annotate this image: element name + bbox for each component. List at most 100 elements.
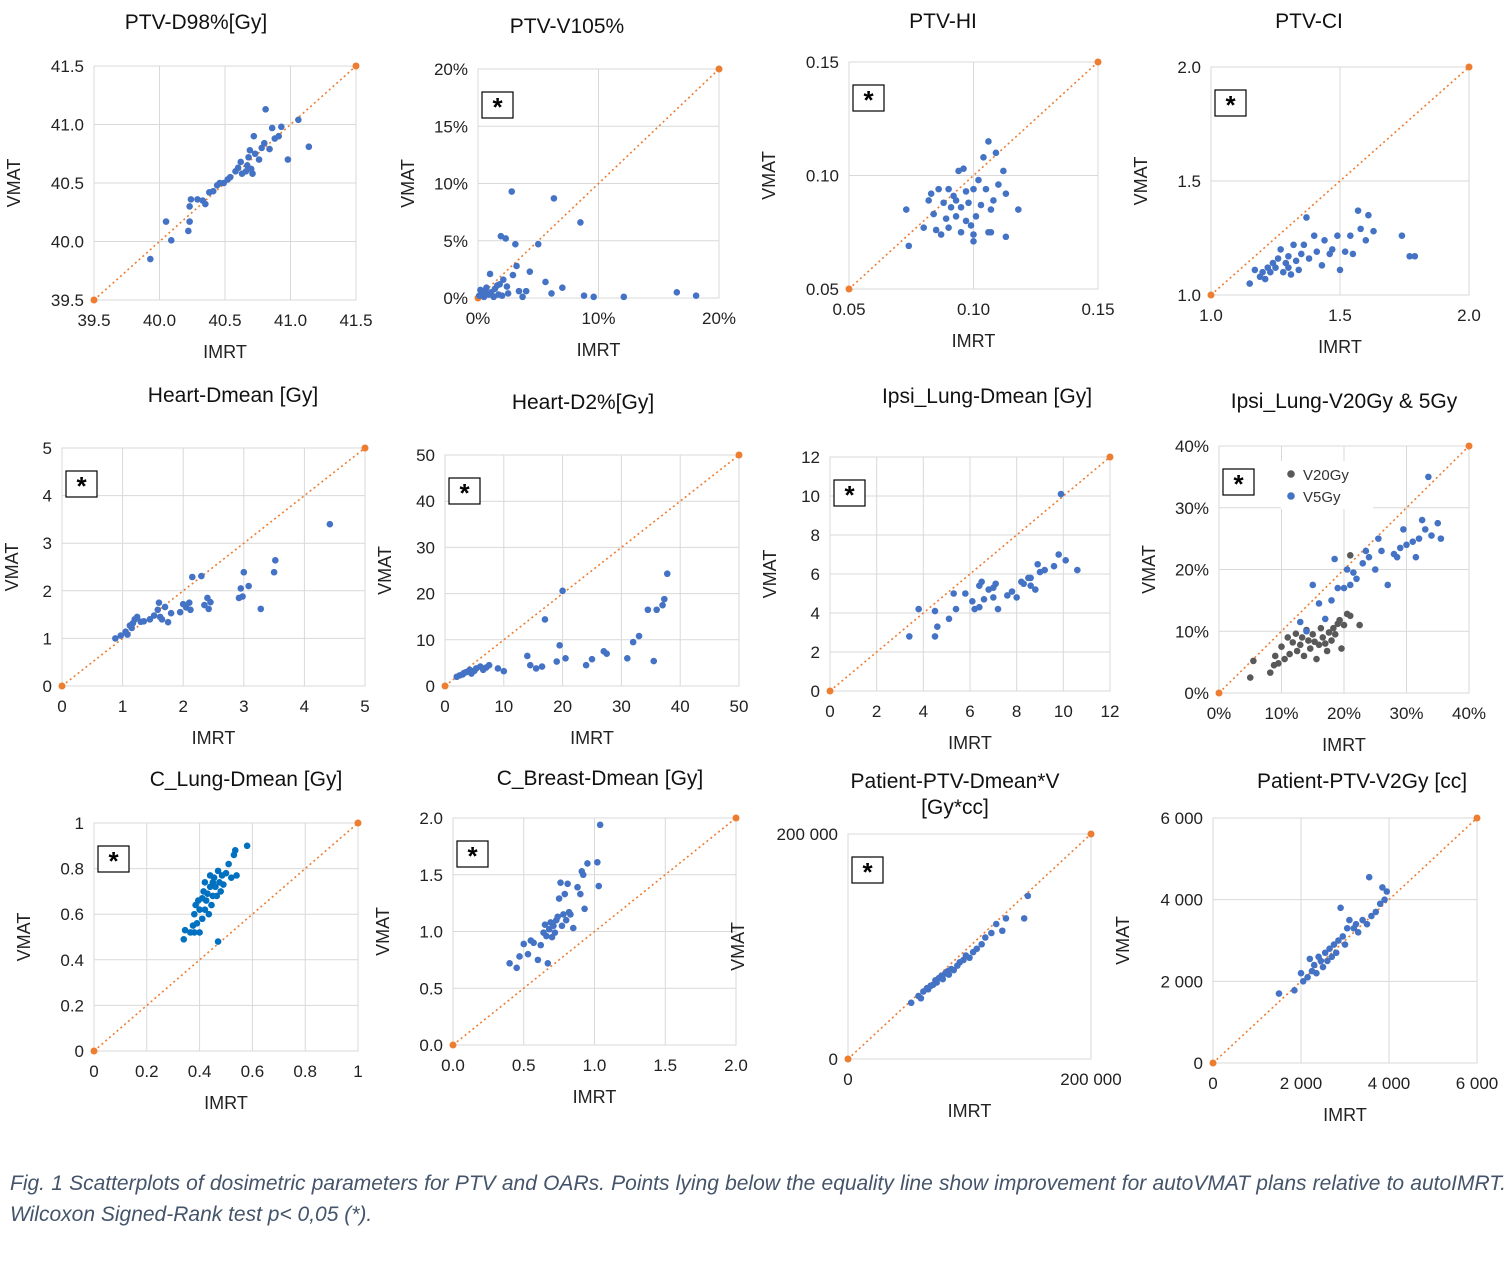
data-point	[164, 618, 172, 626]
identity-line	[477, 68, 720, 299]
data-point	[193, 920, 201, 927]
chart-title: Patient-PTV-V2Gy [cc]	[1256, 770, 1468, 793]
data-point	[1313, 969, 1320, 977]
data-point	[1371, 566, 1379, 573]
data-point	[486, 270, 494, 278]
chart-title: Patient-PTV-Dmean*V [Gy*cc]	[850, 770, 1060, 819]
data-point	[629, 638, 637, 646]
y-tick-label: 4 000	[1160, 891, 1203, 910]
data-point	[976, 603, 983, 611]
data-point	[551, 929, 559, 936]
data-point	[1343, 924, 1351, 932]
significance-marker: *	[108, 846, 119, 876]
x-tick-label: 0.4	[188, 1062, 212, 1081]
data-point	[973, 945, 981, 953]
data-point	[950, 966, 958, 974]
y-tick-label: 4	[811, 604, 820, 623]
data-point	[212, 883, 219, 891]
data-point	[1321, 236, 1328, 244]
x-tick-label: 0	[57, 697, 66, 716]
data-point	[181, 926, 189, 934]
data-point	[295, 116, 302, 124]
y-axis-label: VMAT	[373, 907, 393, 956]
data-point	[692, 292, 700, 300]
data-point	[198, 572, 205, 580]
data-point	[945, 224, 952, 232]
data-point	[1347, 232, 1354, 240]
legend-label: V5Gy	[1303, 489, 1341, 506]
data-point	[1057, 490, 1065, 498]
data-point	[222, 869, 230, 877]
chart-title: PTV-D98%[Gy]	[124, 11, 268, 34]
data-point	[902, 206, 910, 213]
x-tick-label: 10%	[581, 309, 615, 328]
data-point	[234, 164, 242, 172]
data-point	[532, 665, 540, 672]
data-point	[1384, 581, 1392, 589]
y-tick-label: 12	[801, 448, 820, 467]
x-tick-label: 0	[1208, 1074, 1217, 1093]
data-point	[987, 228, 995, 236]
x-axis-label: IMRT	[1318, 337, 1362, 357]
data-point	[561, 890, 569, 898]
y-tick-label: 30%	[1175, 499, 1209, 518]
data-point	[962, 188, 970, 195]
data-point	[960, 165, 967, 172]
data-point	[1279, 268, 1287, 276]
y-axis-label: VMAT	[1113, 916, 1133, 965]
significance-marker: *	[863, 85, 874, 115]
data-point	[272, 557, 279, 564]
x-tick-label: 0.2	[135, 1062, 159, 1081]
x-tick-label: 41.0	[274, 311, 307, 330]
identity-line	[61, 447, 366, 687]
data-point	[1340, 584, 1348, 592]
data-point	[520, 940, 528, 948]
data-point	[217, 888, 225, 895]
data-point	[1293, 647, 1301, 655]
y-tick-label: 0.2	[60, 996, 84, 1015]
data-point	[226, 173, 234, 181]
data-point	[204, 890, 211, 897]
data-point	[483, 284, 490, 291]
data-point	[995, 181, 1002, 188]
data-point	[1267, 268, 1274, 276]
y-tick-label: 0.0	[419, 1036, 443, 1055]
data-point	[554, 913, 562, 921]
y-tick-label: 0.5	[419, 979, 443, 998]
data-point	[556, 642, 563, 649]
data-point	[1325, 629, 1333, 636]
x-tick-label: 1	[353, 1062, 362, 1081]
data-point	[932, 226, 940, 234]
x-tick-label: 200 000	[1060, 1070, 1121, 1089]
data-point	[955, 167, 962, 175]
data-point	[220, 881, 227, 888]
data-point	[504, 290, 512, 297]
data-point	[1000, 167, 1007, 175]
data-point	[952, 197, 960, 204]
data-point	[905, 242, 913, 250]
x-tick-label: 2	[872, 702, 881, 721]
y-axis-label: VMAT	[1131, 157, 1151, 206]
identity-endpoint	[1209, 1059, 1217, 1067]
data-point	[925, 197, 932, 204]
data-point	[534, 240, 542, 248]
data-point	[935, 185, 942, 193]
data-point	[557, 879, 564, 886]
data-point	[1338, 645, 1345, 652]
data-point	[1354, 207, 1362, 214]
data-point	[255, 156, 263, 163]
data-point	[1285, 264, 1292, 271]
data-point	[603, 650, 610, 657]
significance-box	[97, 845, 130, 873]
x-axis-label: IMRT	[1323, 1105, 1367, 1125]
data-point	[1346, 916, 1353, 924]
x-axis-label: IMRT	[573, 1087, 617, 1107]
data-point	[503, 283, 511, 290]
data-point	[1317, 957, 1325, 965]
identity-endpoint	[1087, 830, 1095, 838]
data-point	[1418, 516, 1426, 524]
data-point	[112, 635, 119, 642]
data-point	[1400, 526, 1407, 533]
data-point	[975, 176, 982, 184]
data-point	[661, 595, 668, 603]
